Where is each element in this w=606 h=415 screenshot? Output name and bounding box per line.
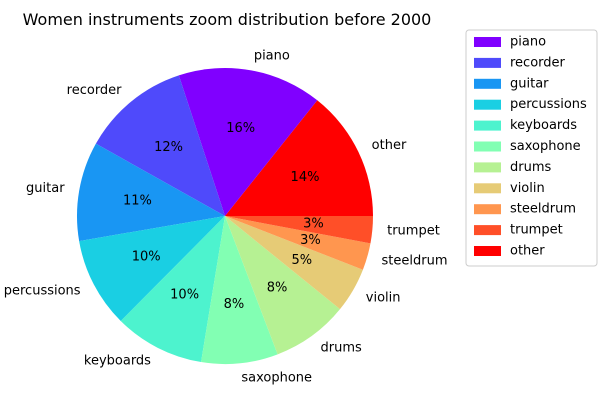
pie-percent-label-steeldrum: 3% <box>300 233 321 248</box>
legend-label-steeldrum: steeldrum <box>510 202 576 217</box>
legend-swatch-saxophone <box>474 141 501 152</box>
legend-label-drums: drums <box>510 160 551 175</box>
legend-label-violin: violin <box>510 181 545 196</box>
pie-slice-drums <box>225 216 340 355</box>
legend-label-piano: piano <box>510 35 546 50</box>
pie-outer-label-violin: violin <box>366 290 401 305</box>
pie-slice-keyboards <box>120 216 225 363</box>
legend-label-guitar: guitar <box>510 76 549 91</box>
legend-swatch-keyboards <box>474 120 501 131</box>
pie-outer-label-recorder: recorder <box>67 83 123 98</box>
pie-percent-label-drums: 8% <box>267 280 288 295</box>
legend-label-keyboards: keyboards <box>510 118 577 133</box>
legend-label-percussions: percussions <box>510 97 587 112</box>
legend-swatch-steeldrum <box>474 204 501 215</box>
pie-slice-violin <box>225 216 363 310</box>
legend-label-other: other <box>510 244 545 259</box>
pie-slice-percussions <box>79 216 226 322</box>
pie-outer-label-steeldrum: steeldrum <box>382 253 448 268</box>
legend-swatch-violin <box>474 183 501 194</box>
pie-percent-labels: 14%16%12%11%10%10%8%8%5%3%3% <box>123 121 324 312</box>
legend-swatch-trumpet <box>474 225 501 236</box>
pie-slice-guitar <box>77 143 225 242</box>
legend-swatch-percussions <box>474 99 501 110</box>
pie-slice-other <box>225 100 373 216</box>
pie-percent-label-trumpet: 3% <box>303 217 324 232</box>
pie-percent-label-keyboards: 10% <box>170 288 199 303</box>
pie-outer-label-keyboards: keyboards <box>84 353 151 368</box>
legend-swatch-piano <box>474 37 501 47</box>
pie-outer-labels: other piano recorder guitar percussions keybo… <box>4 48 448 385</box>
legend-swatch-guitar <box>474 78 501 89</box>
pie-slice-recorder <box>95 75 225 216</box>
pie-outer-label-trumpet: trumpet <box>387 224 440 239</box>
pie-percent-label-other: 14% <box>291 170 320 185</box>
pie-percent-label-percussions: 10% <box>132 249 161 264</box>
legend-swatch-other <box>474 246 501 256</box>
pie-outer-label-drums: drums <box>320 340 361 355</box>
legend-swatch-recorder <box>474 57 501 68</box>
pie-percent-label-violin: 5% <box>291 253 312 268</box>
pie-slice-piano <box>178 68 318 216</box>
pie-percent-label-saxophone: 8% <box>224 297 245 312</box>
pie-percent-label-piano: 16% <box>226 121 255 136</box>
pie-slice-trumpet <box>225 216 373 244</box>
chart-title: Women instruments zoom distribution befo… <box>23 10 432 29</box>
pie-percent-label-guitar: 11% <box>123 193 152 208</box>
pie-slice-saxophone <box>201 216 278 364</box>
legend: piano recorder guitar percussions keyboards s… <box>465 29 598 267</box>
legend-label-saxophone: saxophone <box>510 139 581 154</box>
pie-outer-label-piano: piano <box>254 48 290 63</box>
pie-slices <box>77 68 373 364</box>
pie-outer-label-other: other <box>372 138 407 153</box>
pie-outer-label-guitar: guitar <box>26 181 65 196</box>
pie-percent-label-recorder: 12% <box>154 140 183 155</box>
pie-outer-label-saxophone: saxophone <box>241 370 312 385</box>
legend-label-trumpet: trumpet <box>510 223 563 238</box>
legend-label-recorder: recorder <box>510 55 566 70</box>
pie-slice-steeldrum <box>225 216 371 270</box>
legend-swatch-drums <box>474 162 501 173</box>
pie-outer-label-percussions: percussions <box>4 284 81 299</box>
